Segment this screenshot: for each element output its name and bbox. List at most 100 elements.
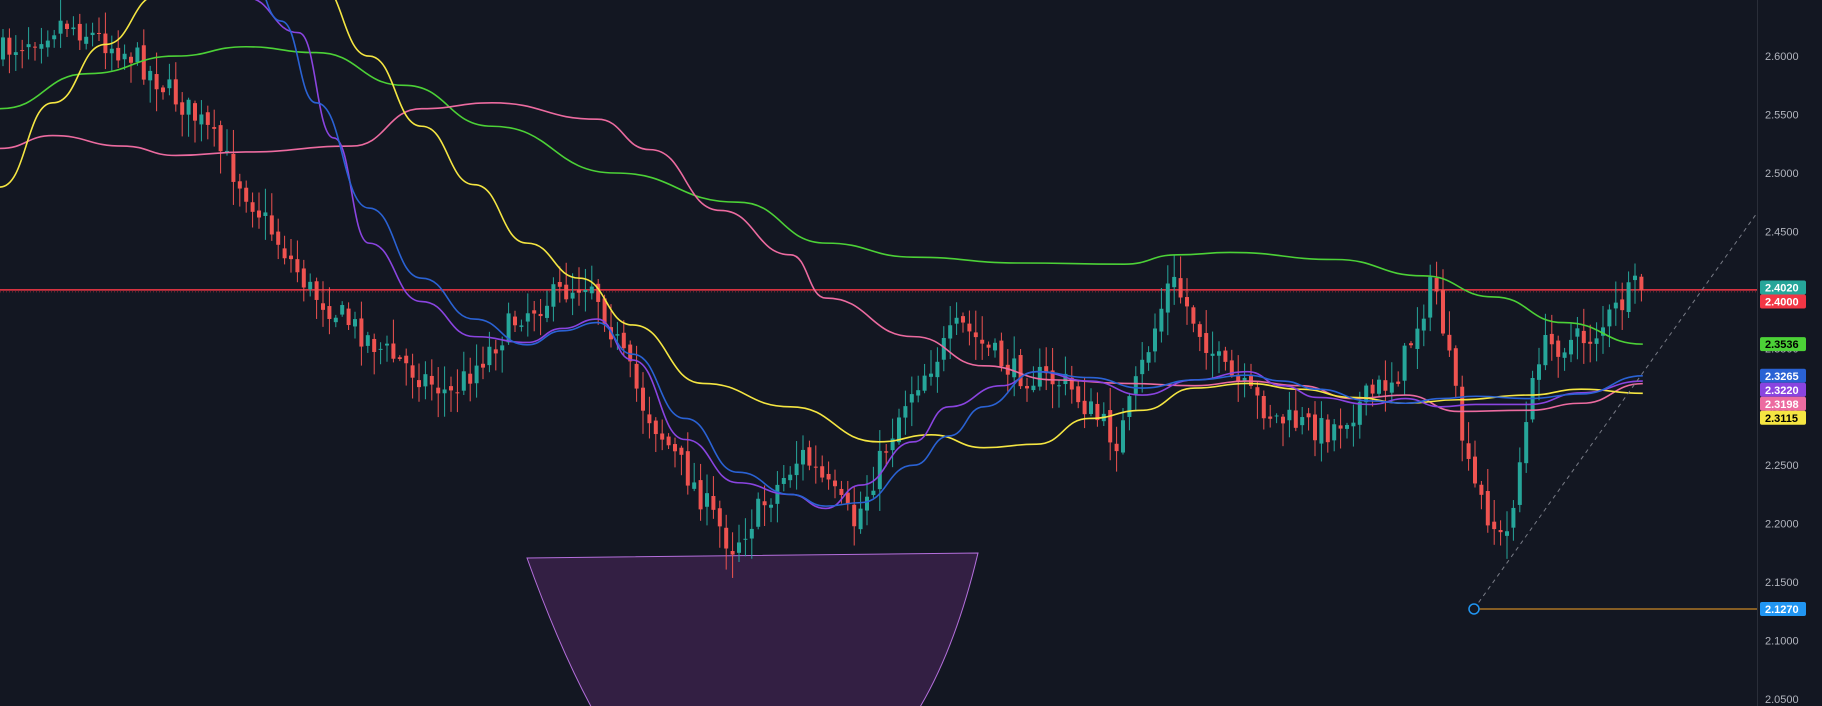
candle-body (1511, 507, 1516, 528)
candle-body (1453, 348, 1458, 386)
candle-body (1268, 416, 1273, 419)
candle-body (762, 501, 767, 506)
candle-body (877, 450, 882, 490)
candle-body (359, 318, 364, 347)
candle-body (634, 363, 639, 389)
candle-body (231, 153, 236, 182)
candle-body (922, 375, 927, 391)
candle-body (1076, 386, 1081, 403)
candle-body (884, 451, 889, 453)
candle-body (1069, 377, 1074, 390)
candle-body (1396, 381, 1401, 384)
candle-body (1575, 328, 1580, 337)
candle-body (237, 181, 242, 189)
candle-body (1428, 277, 1433, 318)
candle-body (263, 212, 268, 217)
candle-body (417, 380, 421, 388)
candle-body (449, 386, 453, 391)
candle-body (1620, 299, 1625, 311)
candle-body (775, 484, 780, 504)
candle-body (781, 477, 786, 484)
candle-body (1543, 335, 1548, 366)
candle-body (1581, 330, 1586, 344)
dashed-trendline (1473, 212, 1758, 610)
candle-body (577, 289, 581, 293)
candle-body (1389, 382, 1394, 393)
candle-body (404, 355, 409, 364)
candle-body (1594, 338, 1599, 344)
candle-body (13, 52, 18, 55)
candle-body (1274, 415, 1279, 417)
candle-body (865, 496, 869, 511)
candle-body (1588, 341, 1593, 344)
candle-body (1063, 373, 1068, 385)
candle-body (308, 281, 313, 290)
candle-body (737, 542, 741, 553)
candle-body (1293, 410, 1298, 428)
candle-body (250, 202, 255, 212)
candle-body (1306, 413, 1311, 418)
candle-body (839, 488, 844, 495)
candle-body (1057, 385, 1061, 387)
candle-body (333, 317, 338, 323)
candle-body (212, 127, 217, 129)
bowl-shape (526, 552, 979, 706)
candle-body (1441, 290, 1445, 334)
candle-body (826, 473, 831, 480)
candle-body (1114, 443, 1119, 452)
candle-body (244, 187, 249, 202)
candle-body (1223, 350, 1228, 362)
candle-body (39, 44, 44, 49)
candle-body (1, 37, 5, 60)
candle-body (7, 37, 12, 55)
ma-green-line (0, 45, 1643, 345)
candle-body (1562, 352, 1567, 358)
candle-body (1537, 364, 1541, 380)
candle-body (852, 504, 857, 527)
candle-body (1005, 364, 1010, 375)
candle-body (666, 436, 671, 446)
candle-body (929, 373, 933, 377)
candle-body (506, 313, 511, 343)
candle-body (218, 125, 223, 152)
candle-body (532, 310, 537, 314)
candle-body (500, 345, 505, 351)
candle-body (551, 284, 556, 307)
candle-body (1479, 484, 1484, 495)
candle-body (321, 303, 325, 310)
candle-body (1466, 443, 1471, 459)
candle-body (756, 498, 761, 527)
candle-body (679, 447, 684, 455)
candle-body (193, 103, 197, 121)
candle-body (289, 255, 293, 260)
price-axis-panel[interactable] (1757, 0, 1822, 706)
candle-body (525, 313, 530, 322)
candle-body (1357, 401, 1362, 425)
candle-body (282, 248, 287, 259)
candle-body (90, 32, 95, 36)
candle-body (557, 281, 562, 287)
candle-body (58, 20, 63, 34)
candle-body (1569, 339, 1573, 355)
candle-body (564, 284, 569, 300)
candle-body (807, 447, 812, 466)
candle-body (749, 528, 754, 539)
candle-body (1140, 359, 1145, 375)
candle-body (1498, 530, 1503, 533)
candle-body (84, 36, 89, 44)
candle-body (455, 392, 460, 394)
candle-body (1089, 401, 1093, 415)
ma-yellow-line (0, 0, 1643, 449)
candle-body (1421, 318, 1426, 331)
candle-body (1197, 324, 1202, 337)
candle-body (794, 463, 799, 476)
candle-body (71, 27, 76, 30)
candle-body (45, 40, 50, 48)
candle-body (513, 316, 517, 326)
candle-body (909, 394, 914, 403)
candle-body (980, 339, 985, 344)
candle-body (845, 492, 850, 505)
candle-body (801, 449, 805, 465)
